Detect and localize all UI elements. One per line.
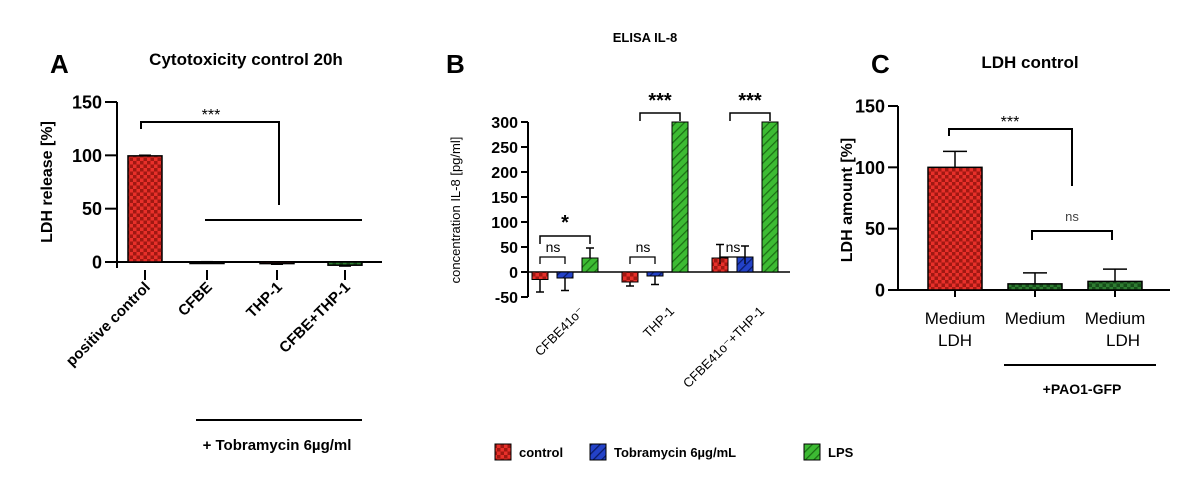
pair-bracket (539, 256, 566, 264)
x-tick-label: CFBE (175, 279, 216, 320)
y-tick-label: 50 (865, 219, 885, 239)
y-tick-label: -50 (495, 290, 518, 307)
panel-label-c: C (871, 49, 890, 79)
x-tick-label: Medium (1085, 309, 1145, 328)
pair-significance-label: ns (1065, 209, 1079, 224)
chart-title-a: Cytotoxicity control 20h (149, 50, 343, 69)
group-label-c: +PAO1-GFP (1043, 381, 1122, 397)
x-tick-label: CFBE+THP-1 (276, 279, 354, 357)
significance-label: * (561, 212, 569, 234)
bar (127, 155, 163, 263)
y-tick-label: 0 (875, 280, 885, 300)
pair-bracket (629, 256, 656, 264)
significance-label: *** (1001, 114, 1020, 131)
panel-a: A Cytotoxicity control 20h LDH release [… (39, 49, 382, 454)
bar (259, 261, 295, 265)
group-label-a: + Tobramycin 6µg/ml (203, 437, 352, 454)
y-tick-label: 150 (491, 190, 518, 207)
pair-significance-label: ns (546, 239, 561, 255)
x-tick-label: CFBE41o⁻ (532, 304, 587, 359)
x-tick-label: Medium (1005, 309, 1065, 328)
y-axis-label-a: LDH release [%] (39, 121, 56, 243)
bar-red (621, 271, 639, 283)
y-tick-label: 200 (491, 165, 518, 182)
y-axis-label-c: LDH amount [%] (839, 138, 856, 262)
x-tick-label: LDH (1106, 331, 1140, 350)
x-tick-label: positive control (63, 279, 154, 370)
y-tick-label: 150 (72, 92, 102, 112)
x-tick-label: THP-1 (640, 304, 677, 341)
bar-blue (646, 271, 664, 277)
legend-b: control Tobramycin 6µg/mL LPS (494, 443, 854, 461)
legend-label: control (519, 445, 563, 460)
bar (927, 166, 983, 291)
legend-label: Tobramycin 6µg/mL (614, 445, 736, 460)
y-tick-label: 50 (82, 199, 102, 219)
y-tick-label: 0 (509, 265, 518, 282)
pair-significance-label: ns (726, 239, 741, 255)
bar-green (671, 121, 689, 273)
y-tick-label: 100 (491, 215, 518, 232)
x-tick-label: THP-1 (243, 279, 286, 322)
panel-c: C LDH control LDH amount [%] +PAO1-GFP 0… (839, 49, 1170, 397)
panel-b: B ELISA IL-8 concentration IL-8 [pg/ml] … (446, 30, 854, 461)
chart-title-b: ELISA IL-8 (613, 30, 678, 45)
significance-label: *** (202, 107, 221, 124)
pair-bracket (719, 256, 746, 264)
bar (1007, 283, 1063, 291)
legend-swatch-green (803, 443, 821, 461)
bar-blue (556, 271, 574, 279)
panel-label-b: B (446, 49, 465, 79)
bar-green (581, 257, 599, 273)
x-tick-label: LDH (938, 331, 972, 350)
y-axis-label-b: concentration IL-8 [pg/ml] (448, 137, 463, 284)
y-tick-label: 250 (491, 140, 518, 157)
pair-significance-label: ns (636, 239, 651, 255)
panel-label-a: A (50, 49, 69, 79)
significance-label: *** (738, 90, 762, 112)
y-tick-label: 300 (491, 115, 518, 132)
significance-bracket (729, 112, 771, 121)
y-tick-label: 0 (92, 252, 102, 272)
x-tick-label: CFBE41o⁻+THP-1 (680, 304, 767, 391)
pair-bracket (1031, 230, 1113, 240)
bar (1087, 280, 1143, 291)
significance-bracket (539, 235, 591, 244)
y-tick-label: 50 (500, 240, 518, 257)
y-tick-label: 100 (855, 158, 885, 178)
y-tick-label: 100 (72, 146, 102, 166)
bar-green (761, 121, 779, 273)
significance-bracket (948, 128, 1073, 186)
significance-bracket (639, 112, 681, 121)
legend-swatch-blue (589, 443, 607, 461)
legend-label: LPS (828, 445, 854, 460)
y-tick-label: 150 (855, 96, 885, 116)
bar (327, 261, 363, 266)
x-tick-label: Medium (925, 309, 985, 328)
bar-red (531, 271, 549, 280)
chart-title-c: LDH control (981, 53, 1078, 72)
legend-swatch-red (494, 443, 512, 461)
significance-bracket (140, 121, 280, 205)
significance-label: *** (648, 90, 672, 112)
